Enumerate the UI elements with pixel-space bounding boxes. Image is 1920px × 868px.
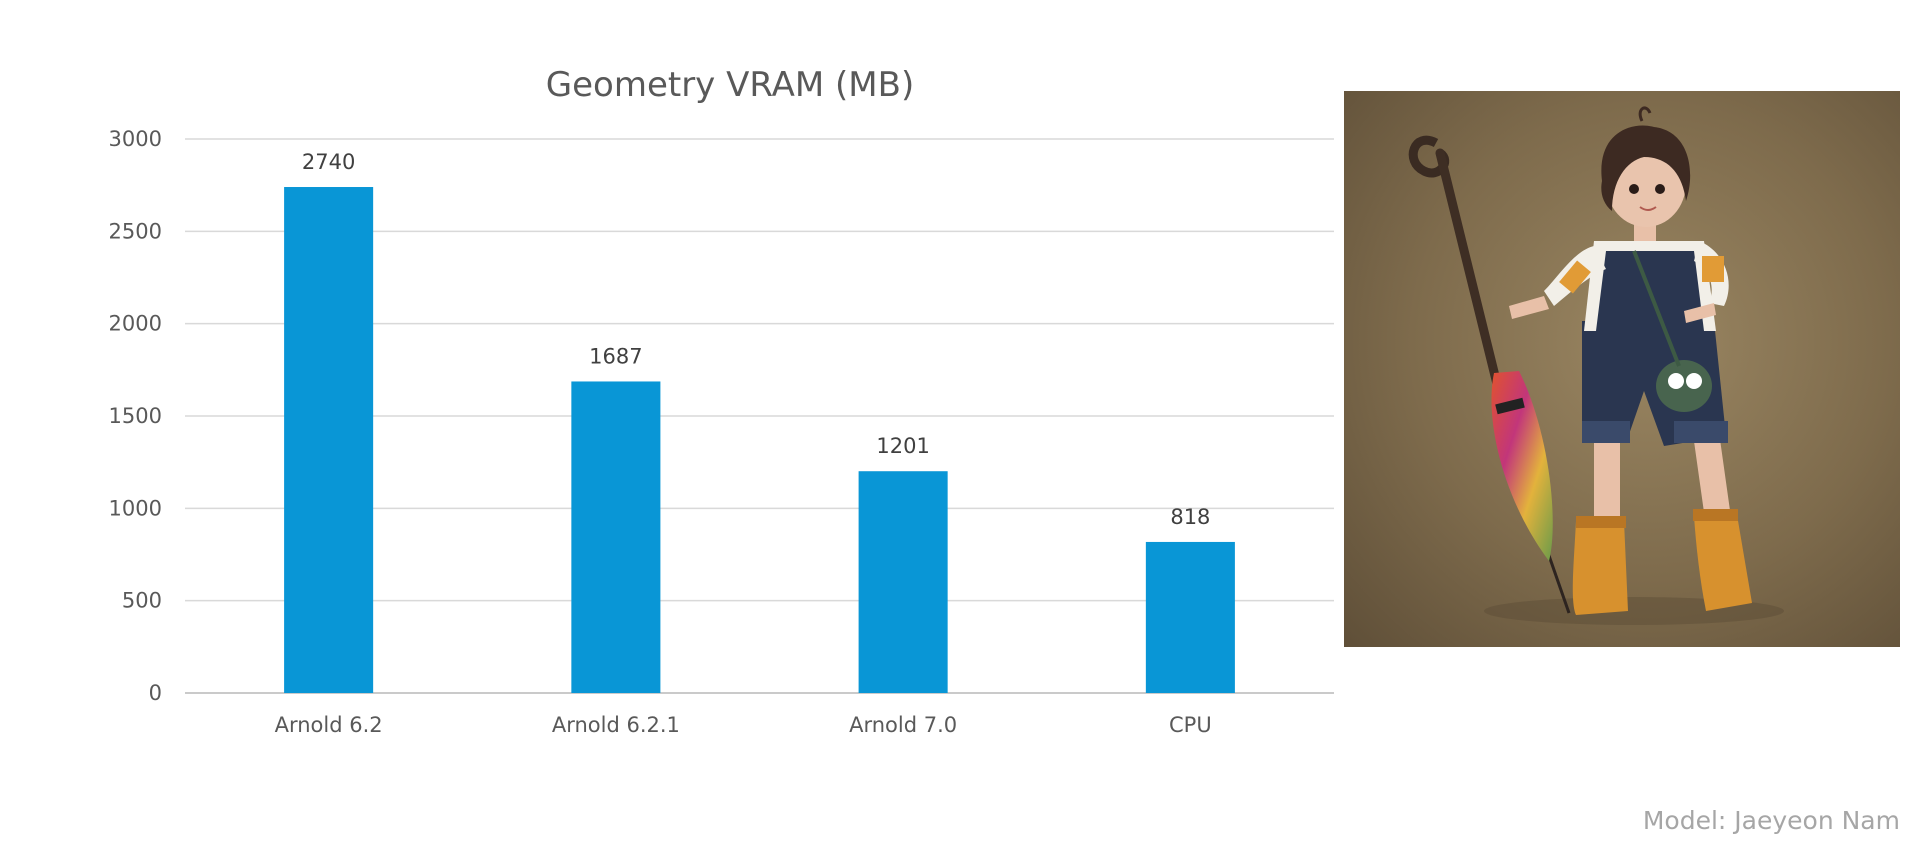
bar-chart: Geometry VRAM (MB) 0 500 1000 1500 2000 2500 3… <box>109 65 1334 737</box>
y-tick-label: 0 <box>149 681 162 705</box>
y-tick-label: 1000 <box>109 496 162 520</box>
y-tick-label: 500 <box>122 589 162 613</box>
x-tick-label: Arnold 7.0 <box>849 713 957 737</box>
bar <box>858 471 948 693</box>
character-illustration <box>1408 106 1784 625</box>
y-tick-label: 3000 <box>109 127 162 151</box>
y-axis-ticks: 0 500 1000 1500 2000 2500 3000 <box>109 127 162 705</box>
x-axis-ticks: Arnold 6.2 Arnold 6.2.1 Arnold 7.0 CPU <box>275 713 1212 737</box>
model-credit: Model: Jaeyeon Nam <box>1642 806 1900 835</box>
gridlines <box>185 138 1334 694</box>
y-tick-label: 2500 <box>109 219 162 243</box>
x-tick-label: CPU <box>1169 713 1212 737</box>
bars <box>284 187 1235 693</box>
y-tick-label: 2000 <box>109 312 162 336</box>
x-tick-label: Arnold 6.2.1 <box>552 713 680 737</box>
bar <box>571 381 661 693</box>
data-label: 2740 <box>302 150 355 174</box>
character-render-image <box>1344 91 1900 647</box>
bar <box>284 187 374 693</box>
x-tick-label: Arnold 6.2 <box>275 713 383 737</box>
chart-title: Geometry VRAM (MB) <box>546 65 914 105</box>
data-label: 1201 <box>876 434 929 458</box>
data-labels: 2740 1687 1201 818 <box>302 150 1211 529</box>
bar <box>1145 541 1235 693</box>
data-label: 1687 <box>589 344 642 368</box>
y-tick-label: 1500 <box>109 404 162 428</box>
data-label: 818 <box>1170 505 1210 529</box>
